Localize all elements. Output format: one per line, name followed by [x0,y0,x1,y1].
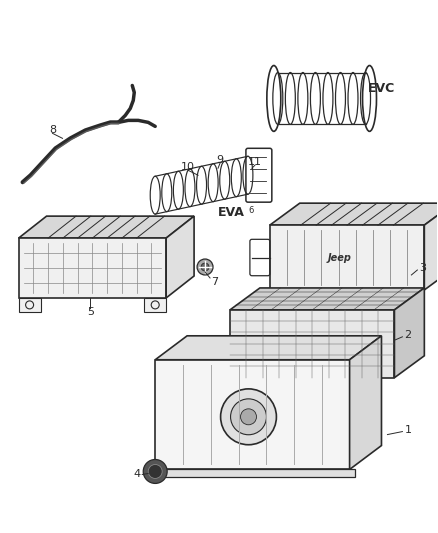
Text: 4: 4 [133,470,140,480]
Text: 11: 11 [248,157,262,167]
Text: 9: 9 [216,155,223,165]
Bar [144,298,166,312]
Polygon shape [155,336,381,360]
Polygon shape [166,216,194,298]
Text: Jeep: Jeep [328,253,351,263]
Text: 1: 1 [404,425,411,434]
Text: EVC: EVC [367,82,395,95]
Polygon shape [424,203,438,290]
Text: EVA: EVA [218,206,245,219]
Bar [19,298,41,312]
Polygon shape [270,225,424,290]
Circle shape [143,459,167,483]
Text: 7: 7 [212,277,219,287]
Circle shape [201,263,209,271]
Text: 6: 6 [248,206,253,215]
Polygon shape [19,216,194,238]
Text: 2: 2 [404,330,412,340]
Text: 10: 10 [181,162,195,172]
Circle shape [148,464,162,479]
Text: 5: 5 [87,307,94,317]
Polygon shape [270,203,438,225]
Circle shape [240,409,257,425]
Circle shape [221,389,276,445]
Polygon shape [230,288,424,310]
Polygon shape [155,360,350,470]
Circle shape [197,259,213,275]
Polygon shape [230,310,395,378]
Polygon shape [19,238,166,298]
Text: 8: 8 [49,125,56,135]
Text: 3: 3 [419,263,426,273]
Polygon shape [350,336,381,470]
Polygon shape [395,288,424,378]
Circle shape [230,399,266,435]
Bar [150,470,355,478]
